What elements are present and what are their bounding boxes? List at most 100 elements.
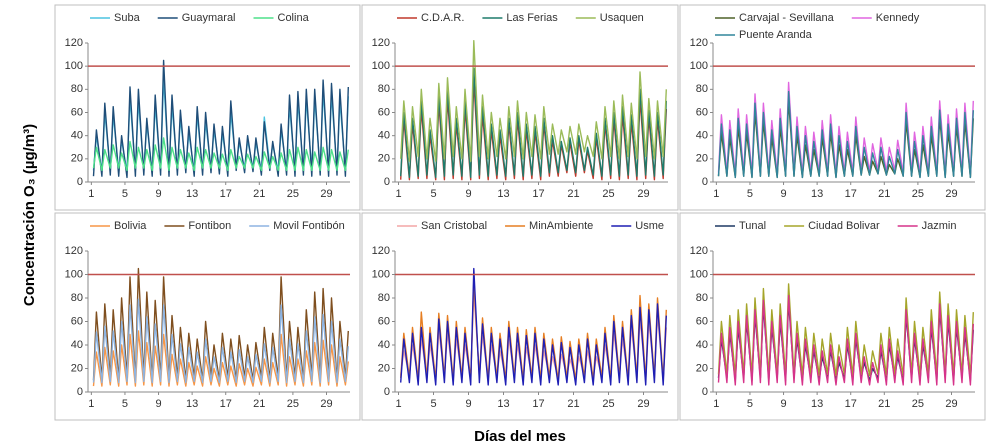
- y-tick-label: 0: [77, 176, 83, 188]
- x-tick-label: 21: [878, 188, 890, 200]
- x-tick-label: 17: [220, 188, 232, 200]
- y-tick-label: 120: [372, 245, 390, 257]
- legend-item: Usaquen: [575, 12, 644, 24]
- panel-frame: [361, 4, 679, 211]
- x-tick-label: 13: [497, 398, 509, 410]
- legend-label: Guaymaral: [182, 12, 236, 24]
- legend-item: Fontibon: [164, 220, 231, 232]
- y-tick-label: 60: [696, 315, 708, 327]
- x-tick-label: 1: [88, 398, 94, 410]
- legend-label: Carvajal - Sevillana: [739, 12, 835, 24]
- panel-frame: [54, 4, 361, 211]
- x-tick-label: 29: [945, 398, 957, 410]
- x-tick-label: 29: [945, 188, 957, 200]
- series-line: [400, 40, 667, 162]
- y-tick-label: 20: [378, 362, 390, 374]
- y-tick-label: 80: [696, 83, 708, 95]
- x-tick-label: 13: [186, 188, 198, 200]
- legend-item: Movil Fontibón: [249, 220, 345, 232]
- series-line: [717, 294, 974, 386]
- legend-label: MinAmbiente: [529, 220, 593, 232]
- y-tick-label: 80: [696, 292, 708, 304]
- x-tick-label: 25: [287, 188, 299, 200]
- legend-label: Usaquen: [600, 12, 644, 24]
- x-tick-label: 13: [497, 188, 509, 200]
- x-tick-label: 5: [747, 188, 753, 200]
- legend-item: Bolivia: [90, 220, 147, 232]
- y-tick-label: 100: [372, 60, 390, 72]
- legend-label: Usme: [635, 220, 664, 232]
- x-tick-label: 13: [811, 398, 823, 410]
- series-line: [400, 267, 667, 386]
- x-tick-label: 21: [253, 188, 265, 200]
- y-tick-label: 60: [71, 315, 83, 327]
- y-tick-label: 0: [384, 176, 390, 188]
- x-tick-label: 13: [811, 188, 823, 200]
- x-tick-label: 29: [320, 188, 332, 200]
- x-tick-label: 25: [912, 188, 924, 200]
- y-tick-label: 80: [71, 83, 83, 95]
- x-tick-label: 17: [845, 398, 857, 410]
- y-tick-label: 100: [65, 268, 83, 280]
- legend-item: San Cristobal: [397, 220, 487, 232]
- y-tick-label: 40: [378, 130, 390, 142]
- y-tick-label: 80: [378, 292, 390, 304]
- y-tick-label: 20: [378, 153, 390, 165]
- y-tick-label: 20: [71, 153, 83, 165]
- x-tick-label: 9: [155, 398, 161, 410]
- y-tick-label: 120: [690, 37, 708, 49]
- legend-item: Guaymaral: [157, 12, 236, 24]
- x-tick-label: 17: [532, 398, 544, 410]
- series-line: [92, 298, 349, 384]
- x-tick-label: 5: [430, 188, 436, 200]
- series-line: [717, 90, 974, 179]
- x-tick-label: 25: [287, 398, 299, 410]
- legend-label: Ciudad Bolivar: [808, 220, 880, 232]
- y-tick-label: 0: [702, 176, 708, 188]
- legend-item: Las Ferias: [482, 12, 558, 24]
- y-tick-label: 100: [690, 60, 708, 72]
- x-tick-label: 21: [567, 398, 579, 410]
- x-tick-label: 29: [637, 188, 649, 200]
- y-tick-label: 120: [690, 245, 708, 257]
- legend-label: C.D.A.R.: [421, 12, 464, 24]
- y-tick-label: 40: [378, 339, 390, 351]
- y-tick-label: 80: [71, 292, 83, 304]
- x-tick-label: 17: [845, 188, 857, 200]
- y-tick-label: 40: [71, 130, 83, 142]
- y-tick-label: 100: [690, 268, 708, 280]
- legend-label: Movil Fontibón: [273, 220, 345, 232]
- x-tick-label: 5: [430, 398, 436, 410]
- x-tick-label: 29: [637, 398, 649, 410]
- x-axis-title: Días del mes: [474, 428, 566, 445]
- panel-frame: [361, 212, 679, 421]
- y-tick-label: 60: [71, 106, 83, 118]
- x-tick-label: 21: [567, 188, 579, 200]
- x-tick-label: 9: [465, 188, 471, 200]
- y-tick-label: 100: [65, 60, 83, 72]
- x-tick-label: 9: [780, 188, 786, 200]
- y-tick-label: 0: [77, 386, 83, 398]
- series-line: [92, 137, 349, 172]
- legend-item: Ciudad Bolivar: [784, 220, 880, 232]
- x-tick-label: 21: [878, 398, 890, 410]
- y-tick-label: 0: [384, 386, 390, 398]
- y-tick-label: 0: [702, 386, 708, 398]
- y-tick-label: 120: [65, 37, 83, 49]
- y-tick-label: 40: [71, 339, 83, 351]
- y-tick-label: 100: [372, 268, 390, 280]
- x-tick-label: 9: [780, 398, 786, 410]
- x-tick-label: 25: [912, 398, 924, 410]
- legend-label: San Cristobal: [421, 220, 487, 232]
- x-tick-label: 29: [320, 398, 332, 410]
- legend-label: Suba: [114, 12, 141, 24]
- legend-label: Kennedy: [876, 12, 920, 24]
- x-tick-label: 13: [186, 398, 198, 410]
- x-tick-label: 9: [155, 188, 161, 200]
- y-tick-label: 80: [378, 83, 390, 95]
- x-tick-label: 1: [713, 398, 719, 410]
- panel-frame: [679, 212, 986, 421]
- x-tick-label: 9: [465, 398, 471, 410]
- y-tick-label: 20: [696, 153, 708, 165]
